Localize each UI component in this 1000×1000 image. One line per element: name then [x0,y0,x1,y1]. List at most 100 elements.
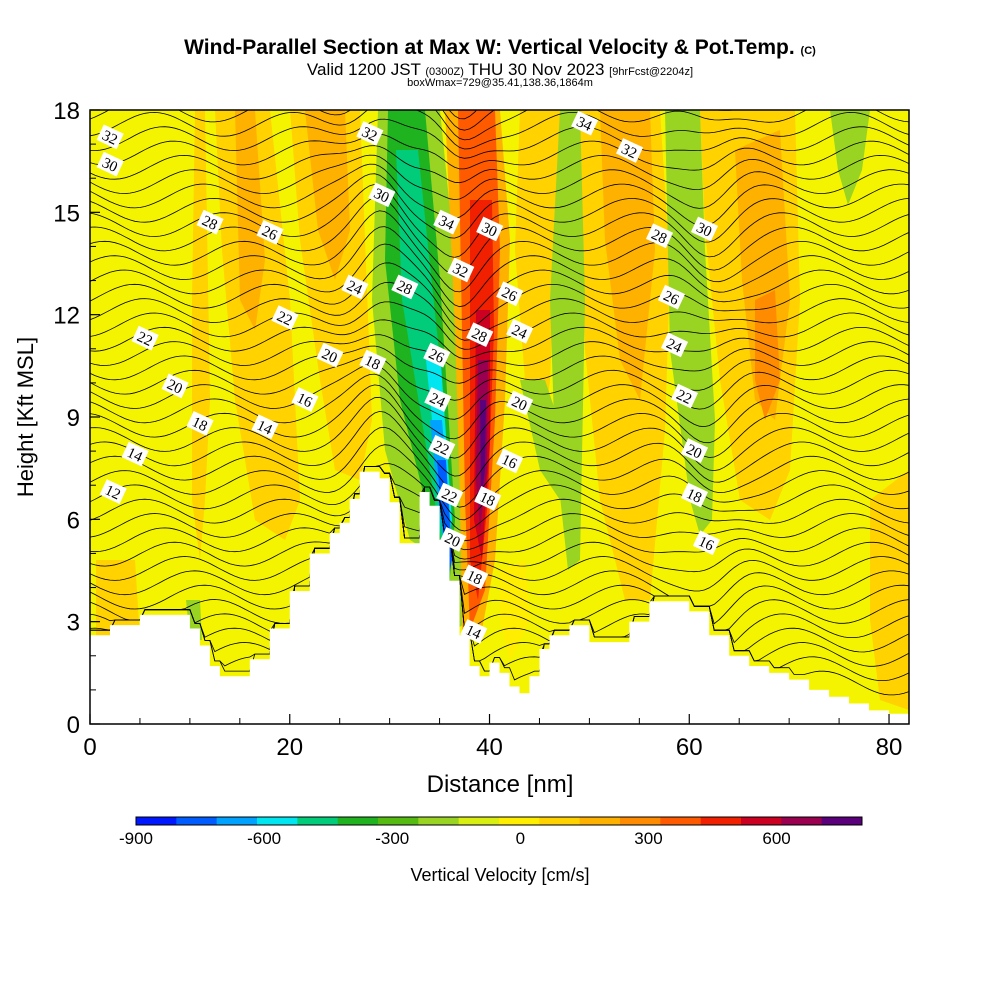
isentrope-line [90,319,909,360]
isentrope-line [90,154,909,209]
colorbar-swatch [660,817,702,825]
colorbar-swatch [136,817,177,825]
contour-label: 22 [131,325,159,351]
contour-label: 28 [645,223,674,249]
isentrope-line [90,163,909,227]
contour-label: 16 [496,448,524,474]
colorbar-swatch [499,817,540,825]
contour-label: 22 [271,305,299,330]
isentrope-line [90,466,909,681]
contour-label: 18 [474,486,502,511]
colorbar-tick-label: -900 [119,829,153,848]
colorbar-swatch [378,817,419,825]
vertical-velocity-field [90,110,909,724]
contour-label-text: 14 [254,418,275,439]
isentrope-line [90,426,909,508]
contour-label: 30 [476,216,504,242]
contour-label-text: 28 [199,213,219,234]
contour-label-text: 30 [694,220,714,241]
terrain [90,471,909,724]
contour-label: 26 [657,284,686,310]
x-tick-label: 0 [83,734,96,761]
updraft-band [870,470,909,710]
contour-label-text: 26 [661,288,682,309]
isentrope-line [90,466,909,631]
colorbar-swatch [539,817,581,825]
contour-label-text: 28 [469,326,489,347]
contour-label: 30 [690,216,719,242]
contour-label-text: 34 [436,213,457,234]
colorbar-swatch [458,817,500,825]
isentrope-line [90,463,909,532]
contour-label-text: 24 [509,322,530,343]
contour-label-text: 14 [463,622,484,643]
isentrope-line [90,384,909,459]
contour-label: 32 [447,257,475,283]
downdraft-band [665,110,715,535]
contour-label: 32 [356,121,384,146]
colorbar-tick-label: 600 [762,829,790,848]
contour-label-text: 20 [684,442,704,463]
contour-label-text: 20 [319,346,339,367]
contour-label-text: 16 [499,452,520,473]
contour-label: 14 [251,414,279,440]
contour-label: 18 [461,564,489,590]
colorbar-label: Vertical Velocity [cm/s] [410,865,589,885]
y-tick-label: 0 [67,712,80,739]
contour-label: 32 [615,138,644,163]
contour-label-text: 22 [674,387,694,408]
isentrope-line [90,243,909,320]
contour-label-text: 30 [371,186,391,207]
updraft-band [215,110,300,540]
contour-label-text: 24 [427,390,448,411]
contour-label-text: 32 [450,261,470,282]
contour-label: 20 [680,438,709,464]
contour-label-text: 22 [431,438,451,459]
isentrope-line [90,301,909,350]
contour-label-text: 32 [359,124,379,145]
isentrope-line [90,110,909,150]
contour-label: 26 [496,281,524,307]
contour-label-text: 22 [274,309,294,330]
contour-label: 18 [186,411,214,436]
colorbar-swatch [579,817,621,825]
contour-label: 12 [99,479,127,504]
isentrope-line [90,466,909,551]
isentrope-line [90,410,909,494]
colorbar-swatch [257,817,298,825]
isentrope-line [90,103,909,106]
isentrope-line [90,118,909,159]
isentrope-line [90,183,909,258]
y-tick-label: 12 [53,303,80,330]
axes: 0 20 40 60 80 0 3 6 9 12 15 18 [53,98,902,761]
chart-title: Wind-Parallel Section at Max W: Vertical… [0,36,1000,60]
contour-label-text: 26 [259,223,280,244]
contour-label-text: 34 [574,114,595,135]
isentrope-line [90,210,909,293]
updraft-core [480,400,486,500]
isentrope-line [90,262,909,332]
downdraft-band [830,110,870,205]
contour-label-text: 18 [477,489,497,510]
isentrope-line [90,466,909,607]
colorbar-swatch [741,817,782,825]
contour-label-text: 16 [696,534,717,555]
copyright-mark: (C) [800,45,816,57]
chart-subtitle: Valid 1200 JST (0300Z) THU 30 Nov 2023 [… [0,60,1000,80]
contour-label-text: 22 [134,329,154,350]
x-tick-label: 20 [276,734,303,761]
contour-label: 28 [196,209,224,235]
x-tick-label: 80 [876,734,903,761]
y-tick-label: 6 [67,507,80,534]
contour-label: 18 [680,482,709,508]
contour-label-text: 26 [499,285,520,306]
y-axis-label: Height [Kft MSL] [13,337,38,497]
contour-label-text: 20 [164,377,184,398]
isentrope-line [90,354,909,410]
contour-label: 14 [121,441,149,467]
contour-label-text: 18 [189,414,209,435]
updraft-band [600,110,655,400]
contour-label: 28 [466,322,494,348]
contour-label: 30 [368,182,396,208]
